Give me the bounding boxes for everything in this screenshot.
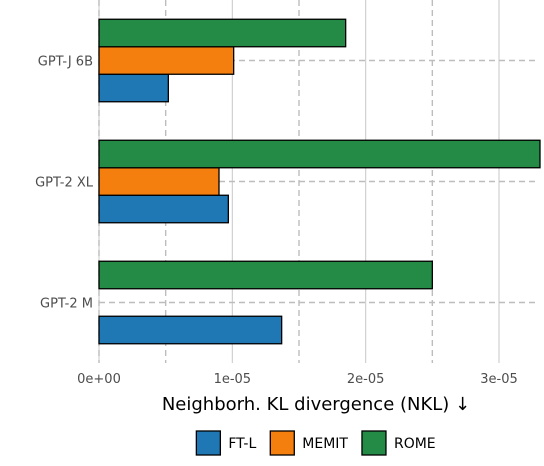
bar-gpt-2-m-rome — [98, 260, 433, 290]
bar-gpt-2-xl-ft-l — [98, 194, 229, 224]
legend-swatch-memit — [269, 430, 295, 456]
bar-gpt-2-xl-memit — [98, 167, 220, 196]
x-axis-title: Neighborh. KL divergence (NKL) ↓ — [162, 394, 470, 415]
y-tick-label-gpt-2-xl: GPT-2 XL — [35, 176, 94, 191]
bar-gpt-2-xl-rome — [98, 139, 541, 169]
bar-gpt-j-6b-memit — [98, 46, 235, 75]
x-tick-label-3: 3e-05 — [480, 372, 518, 387]
bar-gpt-j-6b-rome — [98, 18, 347, 48]
bars-layer — [98, 18, 541, 345]
y-tick-label-gpt-2-m: GPT-2 M — [40, 297, 93, 312]
legend-label-ft-l: FT-L — [228, 436, 256, 452]
legend: FT-L MEMIT ROME — [195, 430, 436, 456]
ticks-layer: GPT-J 6B GPT-2 XL GPT-2 M 0e+00 1e-05 2e-05 3e… — [35, 55, 518, 388]
legend-label-memit: MEMIT — [302, 436, 348, 452]
bar-gpt-j-6b-ft-l — [98, 73, 169, 103]
y-tick-label-gpt-j-6b: GPT-J 6B — [38, 55, 93, 70]
legend-swatch-ft-l — [195, 430, 222, 456]
bar-gpt-2-m-ft-l — [98, 315, 283, 345]
x-tick-label-0: 0e+00 — [77, 372, 121, 387]
x-tick-label-2: 2e-05 — [347, 372, 385, 387]
x-tick-label-1: 1e-05 — [214, 372, 252, 387]
legend-label-rome: ROME — [394, 436, 436, 452]
legend-swatch-rome — [361, 430, 387, 456]
